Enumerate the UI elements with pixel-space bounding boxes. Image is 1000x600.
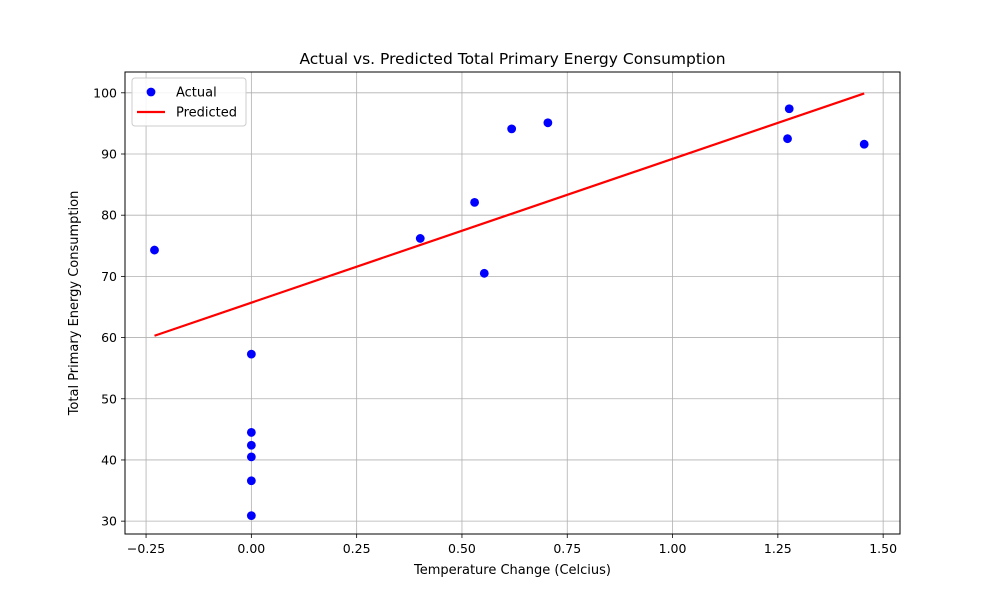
y-tick-label: 100 [93,85,117,100]
series-actual [150,104,869,521]
x-tick-label: 0.00 [237,541,265,556]
y-tick-label: 30 [101,514,117,529]
actual-point [246,511,256,521]
chart-title: Actual vs. Predicted Total Primary Energ… [299,50,725,68]
predicted-line [154,92,865,337]
y-tick-label: 70 [101,269,117,284]
actual-point [783,134,792,144]
x-tick-label: 0.50 [448,541,476,556]
axes-frame [124,71,901,535]
actual-point [246,440,256,450]
x-tick-label: −0.25 [127,541,165,556]
y-tick-label: 90 [101,146,117,161]
series-predicted [154,92,865,337]
x-axis-title: Temperature Change (Celcius) [413,563,611,578]
plot-area [150,92,869,521]
y-axis-title: Total Primary Energy Consumption [67,191,82,417]
y-tick-label: 40 [101,452,117,467]
legend-label: Actual [176,86,217,101]
grid [125,72,900,534]
x-tick-label: 1.00 [659,541,687,556]
actual-point [859,139,869,149]
legend-marker-swatch [146,87,156,97]
ticks: −0.25 0.00 0.25 0.50 0.75 1.00 1.25 1.50 30 40 50 6… [93,85,897,556]
x-tick-label: 0.75 [553,541,581,556]
actual-point [246,349,256,359]
actual-point [246,452,256,462]
legend-box [131,77,247,127]
actual-point [246,428,256,437]
actual-point [507,124,517,134]
legend-label: Predicted [176,106,237,121]
actual-point [246,476,256,486]
legend-entry-predicted: Predicted [137,106,237,121]
actual-point [479,268,489,278]
y-tick-label: 50 [101,391,117,406]
actual-point [784,104,794,114]
legend: Actual Predicted [131,77,247,127]
y-tick-label: 80 [101,208,117,223]
y-tick-label: 60 [101,330,117,345]
actual-point [543,118,553,128]
actual-point [470,197,479,207]
x-tick-label: 0.25 [343,541,371,556]
x-tick-label: 1.25 [764,541,792,556]
legend-entry-actual: Actual [146,86,217,101]
x-tick-label: 1.50 [869,541,897,556]
actual-point [415,234,425,243]
actual-point [150,245,159,255]
